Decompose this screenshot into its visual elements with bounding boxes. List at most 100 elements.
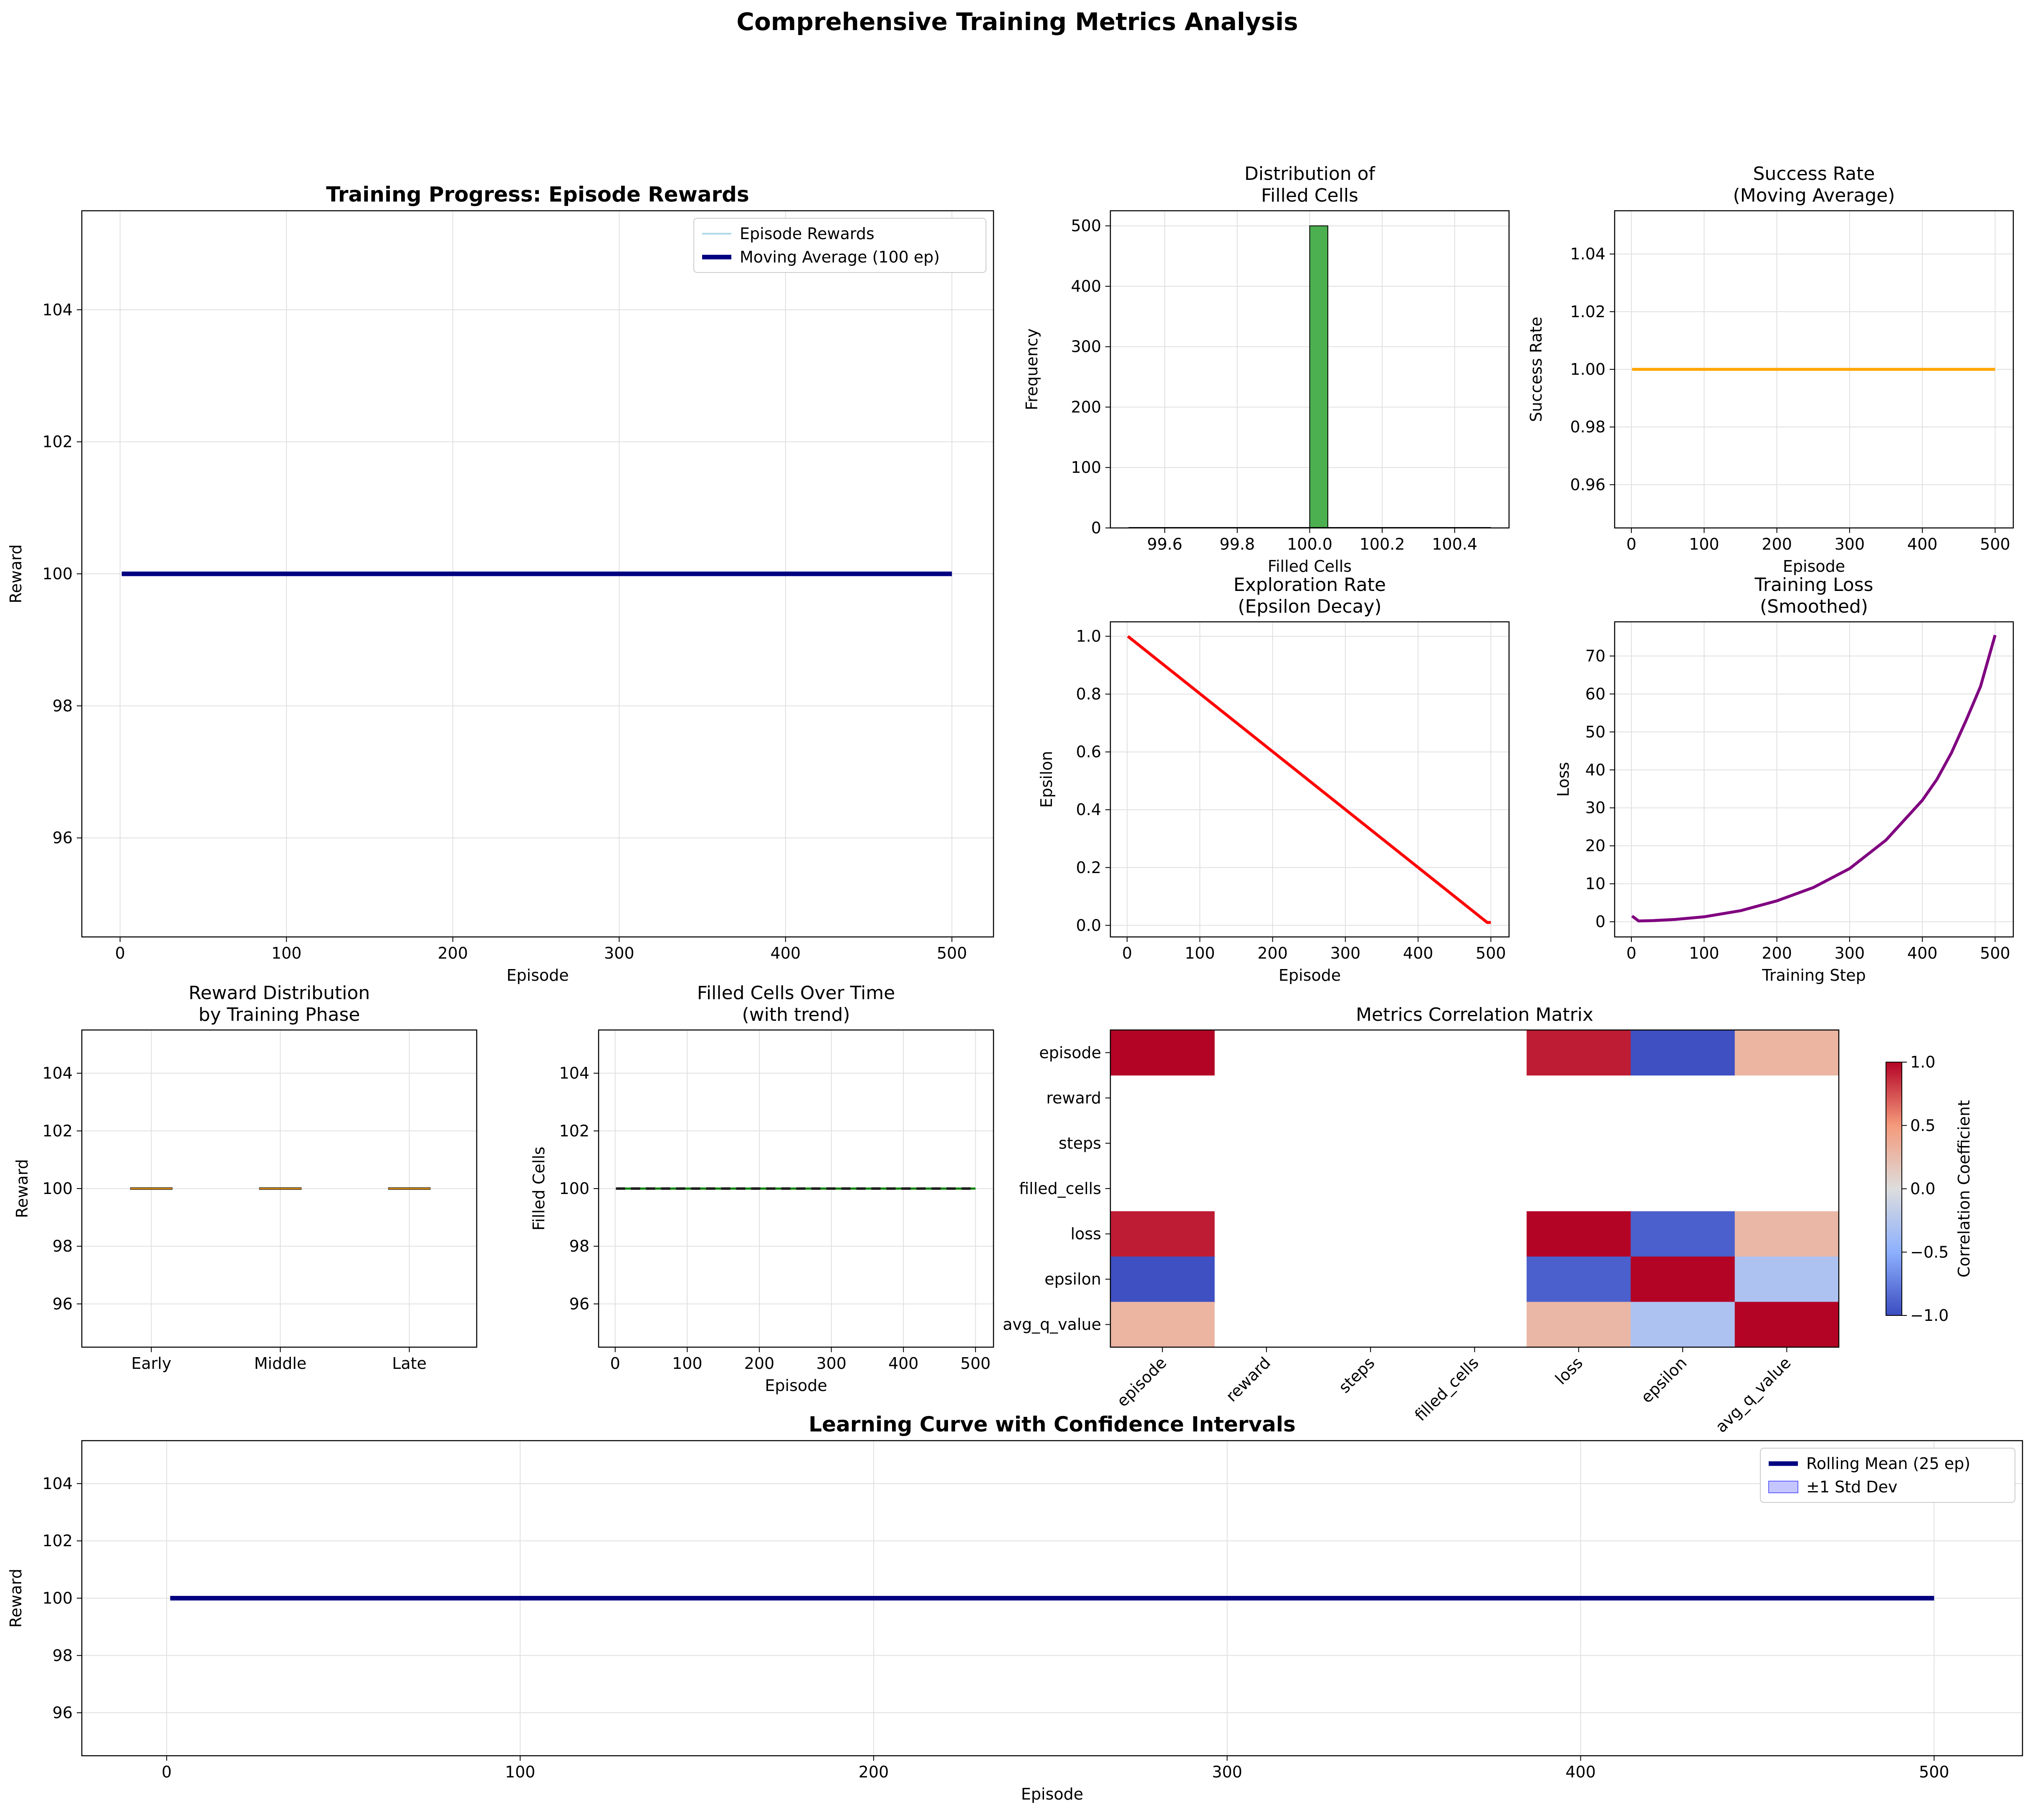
heatmap-cell: [1631, 1211, 1735, 1257]
x-tick-label: 100: [271, 944, 302, 962]
x-axis-label: Episode: [1783, 557, 1845, 576]
x-tick-label: 500: [1476, 944, 1506, 962]
x-tick-label: 300: [1212, 1763, 1242, 1781]
x-tick-label: 400: [888, 1354, 919, 1373]
y-tick-label: 100: [1071, 458, 1101, 477]
x-tick-label: 100: [672, 1354, 703, 1373]
x-tick-label: 500: [1980, 535, 2010, 553]
x-tick-label: 500: [1980, 944, 2010, 962]
heatmap-cell: [1734, 1256, 1839, 1302]
figure-title: Comprehensive Training Metrics Analysis: [736, 8, 1298, 36]
colorbar-label: Correlation Coefficient: [1955, 1100, 1973, 1277]
x-tick-label: Late: [392, 1354, 427, 1373]
axes-corr: Metrics Correlation Matrix episode episode…: [1003, 1004, 1973, 1436]
y-tick-label: 100: [42, 1589, 73, 1608]
x-tick-label: filled_cells: [1411, 1353, 1482, 1424]
x-tick-label: 100: [1185, 944, 1215, 962]
x-tick-label: 200: [744, 1354, 775, 1373]
chart-title: (Smoothed): [1760, 596, 1868, 617]
axes-frame: [598, 1029, 994, 1348]
y-tick-label: 40: [1585, 761, 1605, 779]
y-tick-label: 96: [569, 1295, 589, 1313]
chart-title: Learning Curve with Confidence Intervals: [809, 1412, 1296, 1436]
x-tick-label: 99.6: [1147, 535, 1183, 553]
x-tick-label: 400: [771, 944, 801, 962]
y-tick-label: 0: [1595, 913, 1605, 931]
x-tick-label: 300: [1835, 944, 1865, 962]
colorbar-tick-label: 1.0: [1910, 1053, 1935, 1071]
axes-frame: [1614, 621, 2014, 938]
axes-frame: [81, 1440, 2023, 1757]
x-tick-label: 100: [505, 1763, 536, 1781]
x-tick-label: 400: [1403, 944, 1433, 962]
heatmap-cell: [1527, 1302, 1631, 1348]
y-tick-label: 0.4: [1076, 800, 1101, 819]
x-tick-label: 400: [1565, 1763, 1596, 1781]
y-tick-label: filled_cells: [1019, 1179, 1101, 1198]
chart-title: Training Progress: Episode Rewards: [326, 182, 749, 207]
y-axis-label: Loss: [1554, 762, 1572, 797]
colorbar-tick-label: 0.5: [1910, 1116, 1935, 1135]
y-axis-label: Reward: [13, 1159, 31, 1218]
x-tick-label: 500: [1919, 1763, 1949, 1781]
chart-title: Filled Cells: [1261, 185, 1358, 206]
axes-frame: [1614, 210, 2014, 529]
y-tick-label: 300: [1071, 338, 1101, 356]
heatmap-cell: [1110, 1211, 1215, 1257]
x-tick-label: 100.4: [1432, 535, 1477, 553]
legend-frame: [693, 218, 986, 273]
axes-frame: [1110, 210, 1510, 529]
y-tick-label: 100: [559, 1179, 589, 1198]
y-tick-label: 1.02: [1570, 303, 1605, 321]
y-tick-label: 200: [1071, 398, 1101, 416]
chart-title: Exploration Rate: [1234, 574, 1386, 596]
y-axis-label: Filled Cells: [530, 1146, 548, 1230]
chart-title: (with trend): [742, 1004, 850, 1025]
axes-loss: 0 100 200 300 400 500 0 10 20 30 40 50 60 70 Training …: [1554, 574, 2014, 984]
y-tick-label: 100: [42, 1179, 73, 1198]
chart-title: Distribution of: [1244, 163, 1376, 184]
y-tick-label: 0.0: [1076, 916, 1101, 934]
y-tick-label: 500: [1071, 217, 1101, 235]
x-tick-label: Middle: [254, 1354, 307, 1373]
x-tick-label: episode: [1113, 1353, 1170, 1410]
series-loss: [1631, 634, 1997, 923]
axes-epsilon: 0 100 200 300 400 500 0.0 0.2 0.4 0.6 0.8 1.0 Episod…: [1037, 574, 1510, 984]
chart-title: Reward Distribution: [189, 982, 370, 1004]
x-tick-label: reward: [1222, 1353, 1274, 1405]
x-tick-label: 100.0: [1287, 535, 1332, 553]
x-axis-label: Episode: [765, 1376, 827, 1395]
y-tick-label: 98: [53, 1646, 73, 1665]
colorbar-tick-label: 0.0: [1910, 1180, 1935, 1198]
y-tick-label: 102: [42, 433, 73, 451]
x-tick-label: 0: [162, 1763, 172, 1781]
x-axis-label: Episode: [1279, 966, 1341, 984]
x-tick-label: 99.8: [1220, 535, 1255, 553]
legend-label: Moving Average (100 ep): [740, 248, 940, 266]
axes-frame: [1110, 1029, 1840, 1348]
y-tick-label: 104: [42, 1064, 73, 1083]
y-tick-label: 102: [559, 1122, 589, 1140]
axes-rewards: 0 100 200 300 400 500 96 98 100 102 104 Episode Rewa…: [7, 182, 994, 984]
y-axis-label: Frequency: [1023, 328, 1041, 410]
chart-title: by Training Phase: [199, 1004, 360, 1025]
axes-box: 96 98 100 102 104 Reward Reward Distributionby…: [13, 982, 478, 1373]
y-axis-label: Reward: [7, 544, 25, 603]
legend-label: Rolling Mean (25 ep): [1806, 1454, 1970, 1473]
heatmap-cell: [1527, 1211, 1631, 1257]
y-tick-label: 60: [1585, 685, 1605, 703]
axes-filled_time: 0 100 200 300 400 500 96 98 100 102 104 Episode Fill…: [530, 982, 994, 1395]
x-tick-label: 200: [437, 944, 468, 962]
colorbar-tick-label: −1.0: [1910, 1306, 1949, 1325]
heatmap-cell: [1110, 1030, 1215, 1076]
x-tick-label: 300: [816, 1354, 847, 1373]
chart-title: (Epsilon Decay): [1238, 596, 1381, 617]
colorbar: [1886, 1062, 1902, 1316]
y-axis-label: Success Rate: [1527, 317, 1545, 422]
axes-learning: 0 100 200 300 400 500 96 98 100 102 104 Episode Rewa…: [7, 1412, 2023, 1803]
x-tick-label: 100.2: [1360, 535, 1405, 553]
legend: Episode Rewards Moving Average (100 ep): [693, 218, 986, 273]
heatmap-cell: [1110, 1302, 1215, 1348]
y-tick-label: 70: [1585, 647, 1605, 665]
